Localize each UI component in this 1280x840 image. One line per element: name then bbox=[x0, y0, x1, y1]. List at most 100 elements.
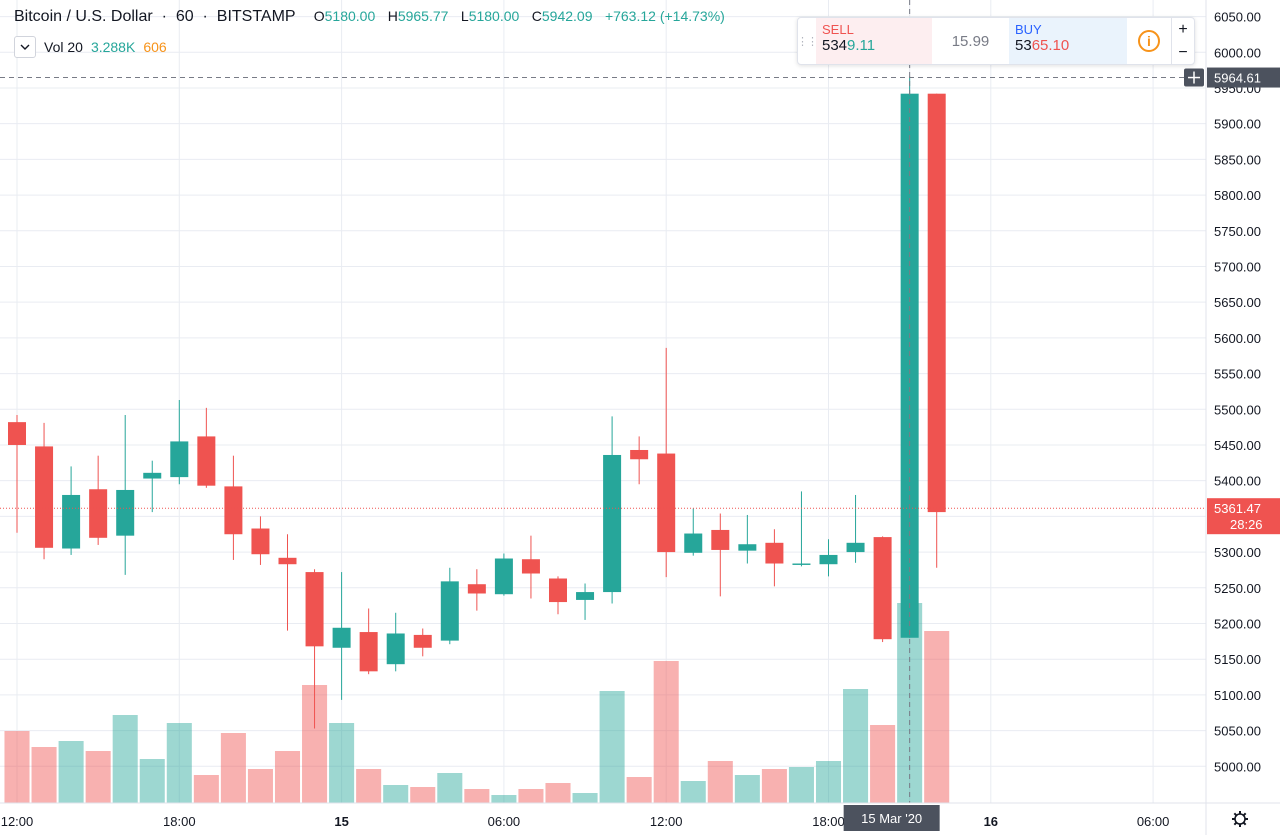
price-tick-label: 5850.00 bbox=[1214, 152, 1261, 167]
candle-body[interactable] bbox=[819, 554, 838, 565]
ohlc-high: H5965.77 bbox=[387, 8, 449, 24]
volume-bar bbox=[274, 751, 301, 803]
size-stepper: + − bbox=[1171, 18, 1194, 64]
candle-body[interactable] bbox=[359, 632, 378, 672]
drag-handle-icon[interactable]: ⋮⋮ bbox=[797, 35, 818, 48]
volume-bar bbox=[599, 691, 625, 803]
volume-bar bbox=[220, 733, 246, 803]
volume-bar bbox=[4, 731, 30, 803]
price-tick-label: 5700.00 bbox=[1214, 259, 1261, 274]
candle-body[interactable] bbox=[657, 453, 676, 553]
info-icon: i bbox=[1138, 30, 1160, 52]
candle-body[interactable] bbox=[305, 572, 324, 647]
candle-body[interactable] bbox=[576, 592, 595, 600]
volume-bar bbox=[193, 775, 219, 803]
chevron-down-icon[interactable] bbox=[14, 36, 36, 58]
candle-body[interactable] bbox=[440, 581, 459, 641]
plus-icon[interactable] bbox=[1184, 68, 1204, 87]
candle-body[interactable] bbox=[765, 542, 784, 564]
candle-body[interactable] bbox=[873, 537, 892, 640]
volume-bar bbox=[139, 759, 165, 803]
price-tick-label: 5550.00 bbox=[1214, 367, 1261, 382]
candle-body[interactable] bbox=[35, 446, 54, 548]
volume-bar bbox=[518, 789, 544, 803]
gear-ring bbox=[1234, 813, 1246, 825]
volume-bar bbox=[166, 723, 192, 803]
candle-body[interactable] bbox=[927, 93, 946, 513]
sell-price: 5349.11 bbox=[822, 37, 876, 54]
volume-bar bbox=[31, 747, 57, 803]
crosshair-date-label: 15 Mar '20 bbox=[843, 805, 940, 831]
price-tick-label: 5050.00 bbox=[1214, 724, 1261, 739]
crosshair-price-label: 5964.61 bbox=[1207, 67, 1280, 88]
candle-body[interactable] bbox=[8, 422, 26, 445]
candle-body[interactable] bbox=[332, 627, 351, 648]
volume-bar bbox=[329, 723, 355, 803]
volume-bar bbox=[870, 725, 896, 803]
candle-body[interactable] bbox=[278, 557, 297, 565]
candle-body[interactable] bbox=[846, 542, 865, 553]
candle-body[interactable] bbox=[386, 633, 405, 665]
time-tick-label: 06:00 bbox=[1137, 814, 1170, 829]
buy-button[interactable]: BUY 5365.10 bbox=[1009, 18, 1127, 64]
gear-tooth bbox=[1242, 812, 1247, 817]
volume-bar bbox=[437, 773, 463, 803]
candle-body[interactable] bbox=[603, 454, 622, 593]
gear-tooth bbox=[1233, 821, 1238, 826]
interval-label[interactable]: 60 bbox=[175, 8, 194, 25]
time-tick-label: 06:00 bbox=[488, 814, 521, 829]
buy-label: BUY bbox=[1015, 22, 1042, 37]
candle-body[interactable] bbox=[494, 558, 513, 595]
candle-body[interactable] bbox=[170, 441, 189, 478]
candle-body[interactable] bbox=[900, 93, 919, 638]
price-tick-label: 5800.00 bbox=[1214, 188, 1261, 203]
candle-body[interactable] bbox=[792, 563, 811, 565]
candle-body[interactable] bbox=[467, 584, 486, 594]
time-tick-label: 15 bbox=[334, 814, 348, 829]
increase-button[interactable]: + bbox=[1178, 20, 1188, 38]
candle-body[interactable] bbox=[711, 529, 730, 550]
candle-body[interactable] bbox=[521, 559, 540, 574]
buy-sell-panel: ⋮⋮ SELL 5349.11 15.99 BUY 5365.10 i + − bbox=[797, 17, 1195, 65]
candle-body[interactable] bbox=[549, 578, 567, 603]
info-button[interactable]: i bbox=[1127, 18, 1171, 64]
candle-body[interactable] bbox=[738, 544, 757, 551]
volume-bar bbox=[626, 777, 652, 803]
candle-body[interactable] bbox=[116, 489, 135, 536]
last-price-bg bbox=[1207, 498, 1280, 535]
candle-body[interactable] bbox=[413, 634, 432, 648]
symbol-title[interactable]: Bitcoin / U.S. Dollar · 60 · BITSTAMP bbox=[14, 8, 296, 25]
gear-icon[interactable] bbox=[1232, 811, 1248, 827]
symbol-name[interactable]: Bitcoin / U.S. Dollar bbox=[14, 8, 153, 25]
candle-body[interactable] bbox=[143, 472, 162, 479]
volume-ma-value: 606 bbox=[143, 39, 167, 55]
sell-button[interactable]: SELL 5349.11 bbox=[816, 18, 932, 64]
volume-bar bbox=[734, 775, 760, 803]
candle-body[interactable] bbox=[62, 494, 81, 549]
decrease-button[interactable]: − bbox=[1178, 43, 1188, 61]
volume-bar bbox=[707, 761, 733, 803]
time-tick-label: 18:00 bbox=[163, 814, 196, 829]
price-tick-label: 5150.00 bbox=[1214, 652, 1261, 667]
price-tick-label: 5450.00 bbox=[1214, 438, 1261, 453]
time-tick-label: 12:00 bbox=[1, 814, 34, 829]
volume-bar bbox=[788, 767, 814, 803]
candle-body[interactable] bbox=[251, 528, 270, 555]
candle-body[interactable] bbox=[89, 489, 108, 538]
price-tick-label: 5200.00 bbox=[1214, 616, 1261, 631]
volume-legend: Vol 20 3.288K 606 bbox=[14, 36, 167, 58]
candle-body[interactable] bbox=[197, 436, 216, 486]
price-tick-label: 5250.00 bbox=[1214, 581, 1261, 596]
candle-body[interactable] bbox=[224, 486, 243, 535]
volume-study-label[interactable]: Vol 20 bbox=[44, 39, 83, 55]
candle-body[interactable] bbox=[684, 533, 703, 553]
candle-body[interactable] bbox=[630, 449, 649, 460]
volume-bar bbox=[112, 715, 138, 803]
volume-bar bbox=[815, 761, 842, 803]
exchange-label: BITSTAMP bbox=[216, 8, 296, 25]
volume-value: 3.288K bbox=[90, 39, 136, 55]
volume-bar bbox=[410, 787, 436, 803]
